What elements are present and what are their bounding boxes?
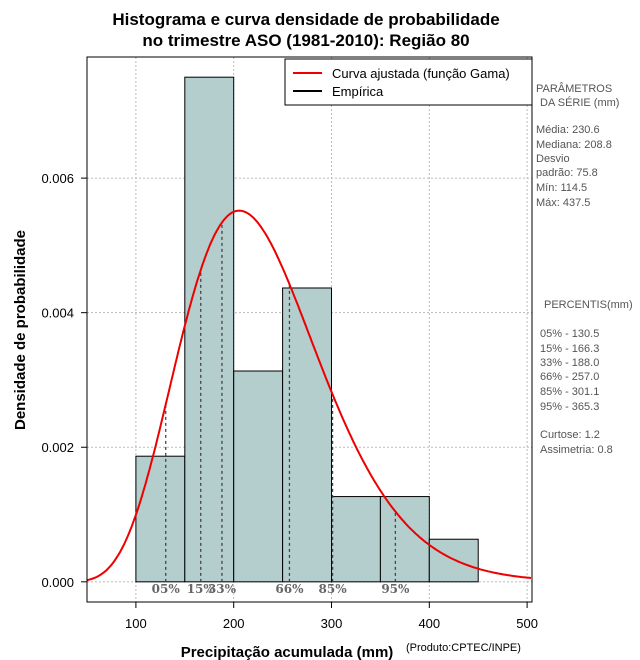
stat-max: Máx: 437.5	[536, 197, 590, 209]
percentil-05: 05% - 130.5	[540, 328, 599, 340]
stat-media: Média: 230.6	[536, 124, 600, 136]
x-tick-label-1: 200	[223, 616, 245, 631]
percentil-95: 95% - 365.3	[540, 401, 599, 413]
chart-title-line2: no trimestre ASO (1981-2010): Região 80	[142, 31, 469, 50]
percentis-title: PERCENTIS(mm)	[544, 299, 633, 311]
stat-min: Mín: 114.5	[536, 182, 587, 194]
histogram-bar-0	[135, 455, 186, 583]
percentile-labels: 05% 15%33% 66% 85% 95%	[152, 582, 410, 596]
y-tick-label-0: 0.000	[41, 575, 74, 590]
percentile-label-2: 33%	[208, 582, 237, 596]
chart-title-line1: Histograma e curva densidade de probabil…	[112, 10, 499, 29]
plot-frame	[86, 56, 533, 603]
y-tick-label-1: 0.002	[41, 440, 74, 455]
histogram-bar-3	[282, 287, 333, 583]
params-title-2: DA SÉRIE (mm)	[540, 96, 619, 109]
x-tick-label-3: 400	[418, 616, 440, 631]
product-credit: (Produto:CPTEC/INPE)	[406, 642, 521, 654]
legend-label-empirical: Empírica	[332, 84, 384, 99]
percentil-15: 15% - 166.3	[540, 343, 599, 355]
percentile-label-0: 05%	[152, 582, 181, 596]
y-axis-title: Densidade de probabilidade	[12, 230, 29, 430]
histogram-bar-2	[233, 370, 284, 583]
percentile-lines	[165, 222, 397, 582]
params-title-1: PARÂMETROS	[536, 82, 612, 95]
stat-mediana: Mediana: 208.8	[536, 139, 612, 151]
stat-desvio: Desvio	[536, 153, 570, 165]
gamma-curve-group	[86, 209, 532, 582]
percentile-label-3: 66%	[275, 582, 304, 596]
histogram-bar-4	[331, 496, 381, 583]
y-tick-label-3: 0.006	[41, 171, 74, 186]
histogram-bars	[135, 76, 479, 583]
x-axis-title: Precipitação acumulada (mm)	[181, 644, 394, 660]
stat-padrao: padrão: 75.8	[536, 167, 598, 179]
stat-curtose: Curtose: 1.2	[540, 429, 600, 441]
percentile-label-1: 15%	[187, 582, 216, 596]
percentil-85: 85% - 301.1	[540, 386, 599, 398]
percentile-label-5: 95%	[381, 582, 410, 596]
percentil-33: 33% - 188.0	[540, 357, 599, 369]
legend: Curva ajustada (função Gama) Empírica	[284, 58, 533, 106]
percentile-label-4: 85%	[319, 582, 348, 596]
y-tick-label-2: 0.004	[41, 306, 74, 321]
y-axis: 0.000 0.002 0.004 0.006	[41, 171, 87, 590]
x-axis: 100 200 300 400 500	[125, 602, 538, 631]
percentil-66: 66% - 257.0	[540, 371, 599, 383]
stat-assimetria: Assimetria: 0.8	[540, 444, 613, 456]
x-tick-label-2: 300	[321, 616, 343, 631]
x-tick-label-4: 500	[516, 616, 538, 631]
gamma-fitted-curve	[86, 209, 532, 582]
x-tick-label-0: 100	[125, 616, 147, 631]
legend-box	[284, 58, 533, 106]
statistics-panel: PARÂMETROS DA SÉRIE (mm) Média: 230.6 Me…	[536, 82, 633, 456]
legend-label-fitted: Curva ajustada (função Gama)	[332, 66, 510, 81]
histogram-bar-1	[184, 76, 235, 583]
